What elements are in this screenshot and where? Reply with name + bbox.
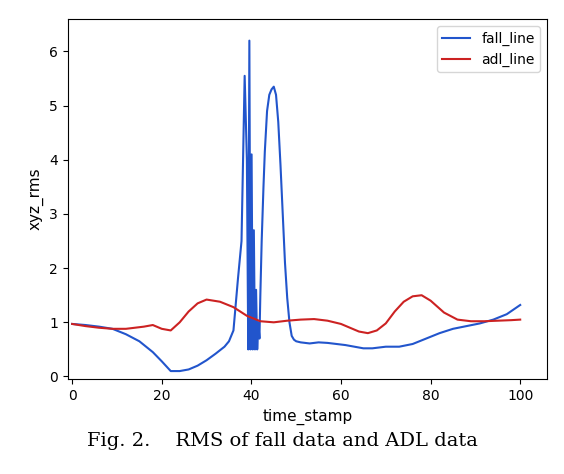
fall_line [246,38,253,44]
fall_line [69,321,76,327]
adl_line [468,319,474,324]
adl_line [185,309,192,314]
fall_line [463,323,470,329]
adl_line [440,310,447,315]
adl_line [418,292,425,298]
adl_line [297,317,304,322]
adl_line [230,304,237,310]
adl_line [149,322,156,328]
adl_line [382,320,389,326]
adl_line [82,323,89,329]
adl_line [391,309,398,314]
adl_line [140,324,147,329]
adl_line [454,317,461,322]
adl_line [508,317,514,323]
adl_line [338,321,345,327]
Line: adl_line: adl_line [72,295,520,333]
adl_line [194,301,201,306]
adl_line [495,318,501,324]
adl_line [122,326,129,332]
adl_line [96,325,103,330]
adl_line [324,318,331,324]
fall_line [288,333,295,339]
adl_line [270,319,277,325]
adl_line [311,316,318,322]
Legend: fall_line, adl_line: fall_line, adl_line [437,26,540,72]
X-axis label: time_stamp: time_stamp [262,409,352,425]
adl_line [257,319,264,324]
adl_line [373,328,380,333]
adl_line [481,319,488,324]
adl_line [400,299,407,305]
adl_line [203,297,210,302]
adl_line [109,326,116,332]
adl_line [517,317,523,322]
Line: fall_line: fall_line [72,41,520,371]
fall_line [168,368,174,374]
adl_line [168,328,174,333]
adl_line [355,328,362,334]
adl_line [217,299,223,305]
fall_line [277,163,284,168]
adl_line [158,326,165,332]
fall_line [194,363,201,368]
fall_line [297,339,304,345]
adl_line [364,330,371,336]
adl_line [427,298,434,303]
adl_line [409,293,416,299]
Y-axis label: xyz_rms: xyz_rms [29,168,43,230]
adl_line [131,325,138,330]
adl_line [177,319,183,325]
fall_line [517,302,523,308]
Text: Fig. 2.    RMS of fall data and ADL data: Fig. 2. RMS of fall data and ADL data [86,432,478,450]
adl_line [69,321,76,327]
adl_line [244,313,250,319]
fall_line [250,228,257,233]
adl_line [284,318,290,324]
adl_line [346,325,353,330]
